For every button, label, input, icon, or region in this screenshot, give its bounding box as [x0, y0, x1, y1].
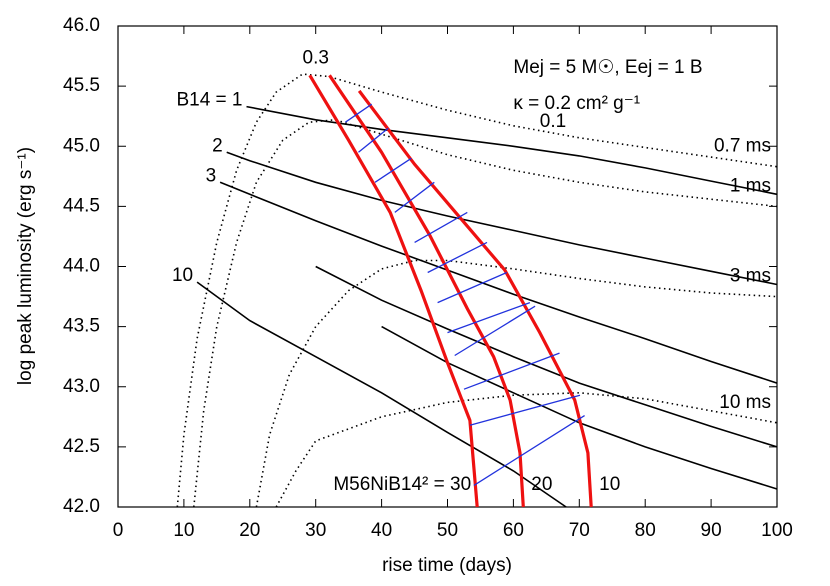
y-axis-label: log peak luminosity (erg s⁻¹) — [15, 147, 36, 385]
series-line — [255, 259, 778, 508]
series-line — [196, 281, 567, 508]
series-label: 0.7 ms — [714, 136, 771, 157]
series-line — [345, 103, 585, 486]
series-line — [357, 89, 593, 508]
series-line — [328, 74, 525, 508]
series-line — [381, 325, 778, 490]
y-tick-label: 46.0 — [63, 15, 100, 36]
series-line — [176, 73, 778, 508]
annotation: κ = 0.2 cm² g⁻¹ — [513, 93, 640, 114]
x-axis-label: rise time (days) — [382, 555, 512, 576]
x-tick-label: 60 — [503, 520, 524, 541]
y-tick-label: 45.5 — [63, 75, 100, 96]
x-tick-label: 90 — [701, 520, 722, 541]
series-label: 20 — [531, 474, 552, 495]
annotation: 0.1 — [540, 111, 566, 132]
x-tick-label: 40 — [371, 520, 392, 541]
x-tick-label: 50 — [437, 520, 458, 541]
y-tick-label: 45.0 — [63, 135, 100, 156]
series-label: 10 — [599, 474, 620, 495]
x-tick-label: 0 — [113, 520, 124, 541]
x-tick-label: 70 — [569, 520, 590, 541]
x-tick-label: 100 — [761, 520, 793, 541]
x-tick-label: 80 — [635, 520, 656, 541]
annotation: Mej = 5 M☉, Eej = 1 B — [513, 57, 702, 78]
series-line — [308, 74, 479, 508]
series-label: 1 ms — [730, 175, 771, 196]
y-tick-label: 44.5 — [63, 195, 100, 216]
x-tick-label: 10 — [173, 520, 194, 541]
series-line — [219, 181, 778, 384]
y-tick-label: 43.5 — [63, 316, 100, 337]
y-tick-label: 44.0 — [63, 256, 100, 277]
y-tick-label: 42.5 — [63, 436, 100, 457]
annotation: 0.3 — [303, 47, 329, 68]
series-label: 3 — [206, 165, 217, 186]
series-line — [246, 105, 778, 196]
series-label: 10 ms — [719, 392, 771, 413]
series-line — [193, 118, 778, 508]
series-label: 2 — [212, 135, 223, 156]
y-tick-label: 43.0 — [63, 376, 100, 397]
series-label: M56NiB14² = 30 — [333, 474, 471, 495]
series-line — [315, 265, 778, 448]
series-line — [226, 151, 778, 286]
series-label: B14 = 1 — [176, 90, 242, 111]
y-tick-label: 42.0 — [63, 496, 100, 517]
x-tick-label: 30 — [305, 520, 326, 541]
x-tick-label: 20 — [239, 520, 260, 541]
series-label: 3 ms — [730, 266, 771, 287]
series-label: 10 — [172, 265, 193, 286]
